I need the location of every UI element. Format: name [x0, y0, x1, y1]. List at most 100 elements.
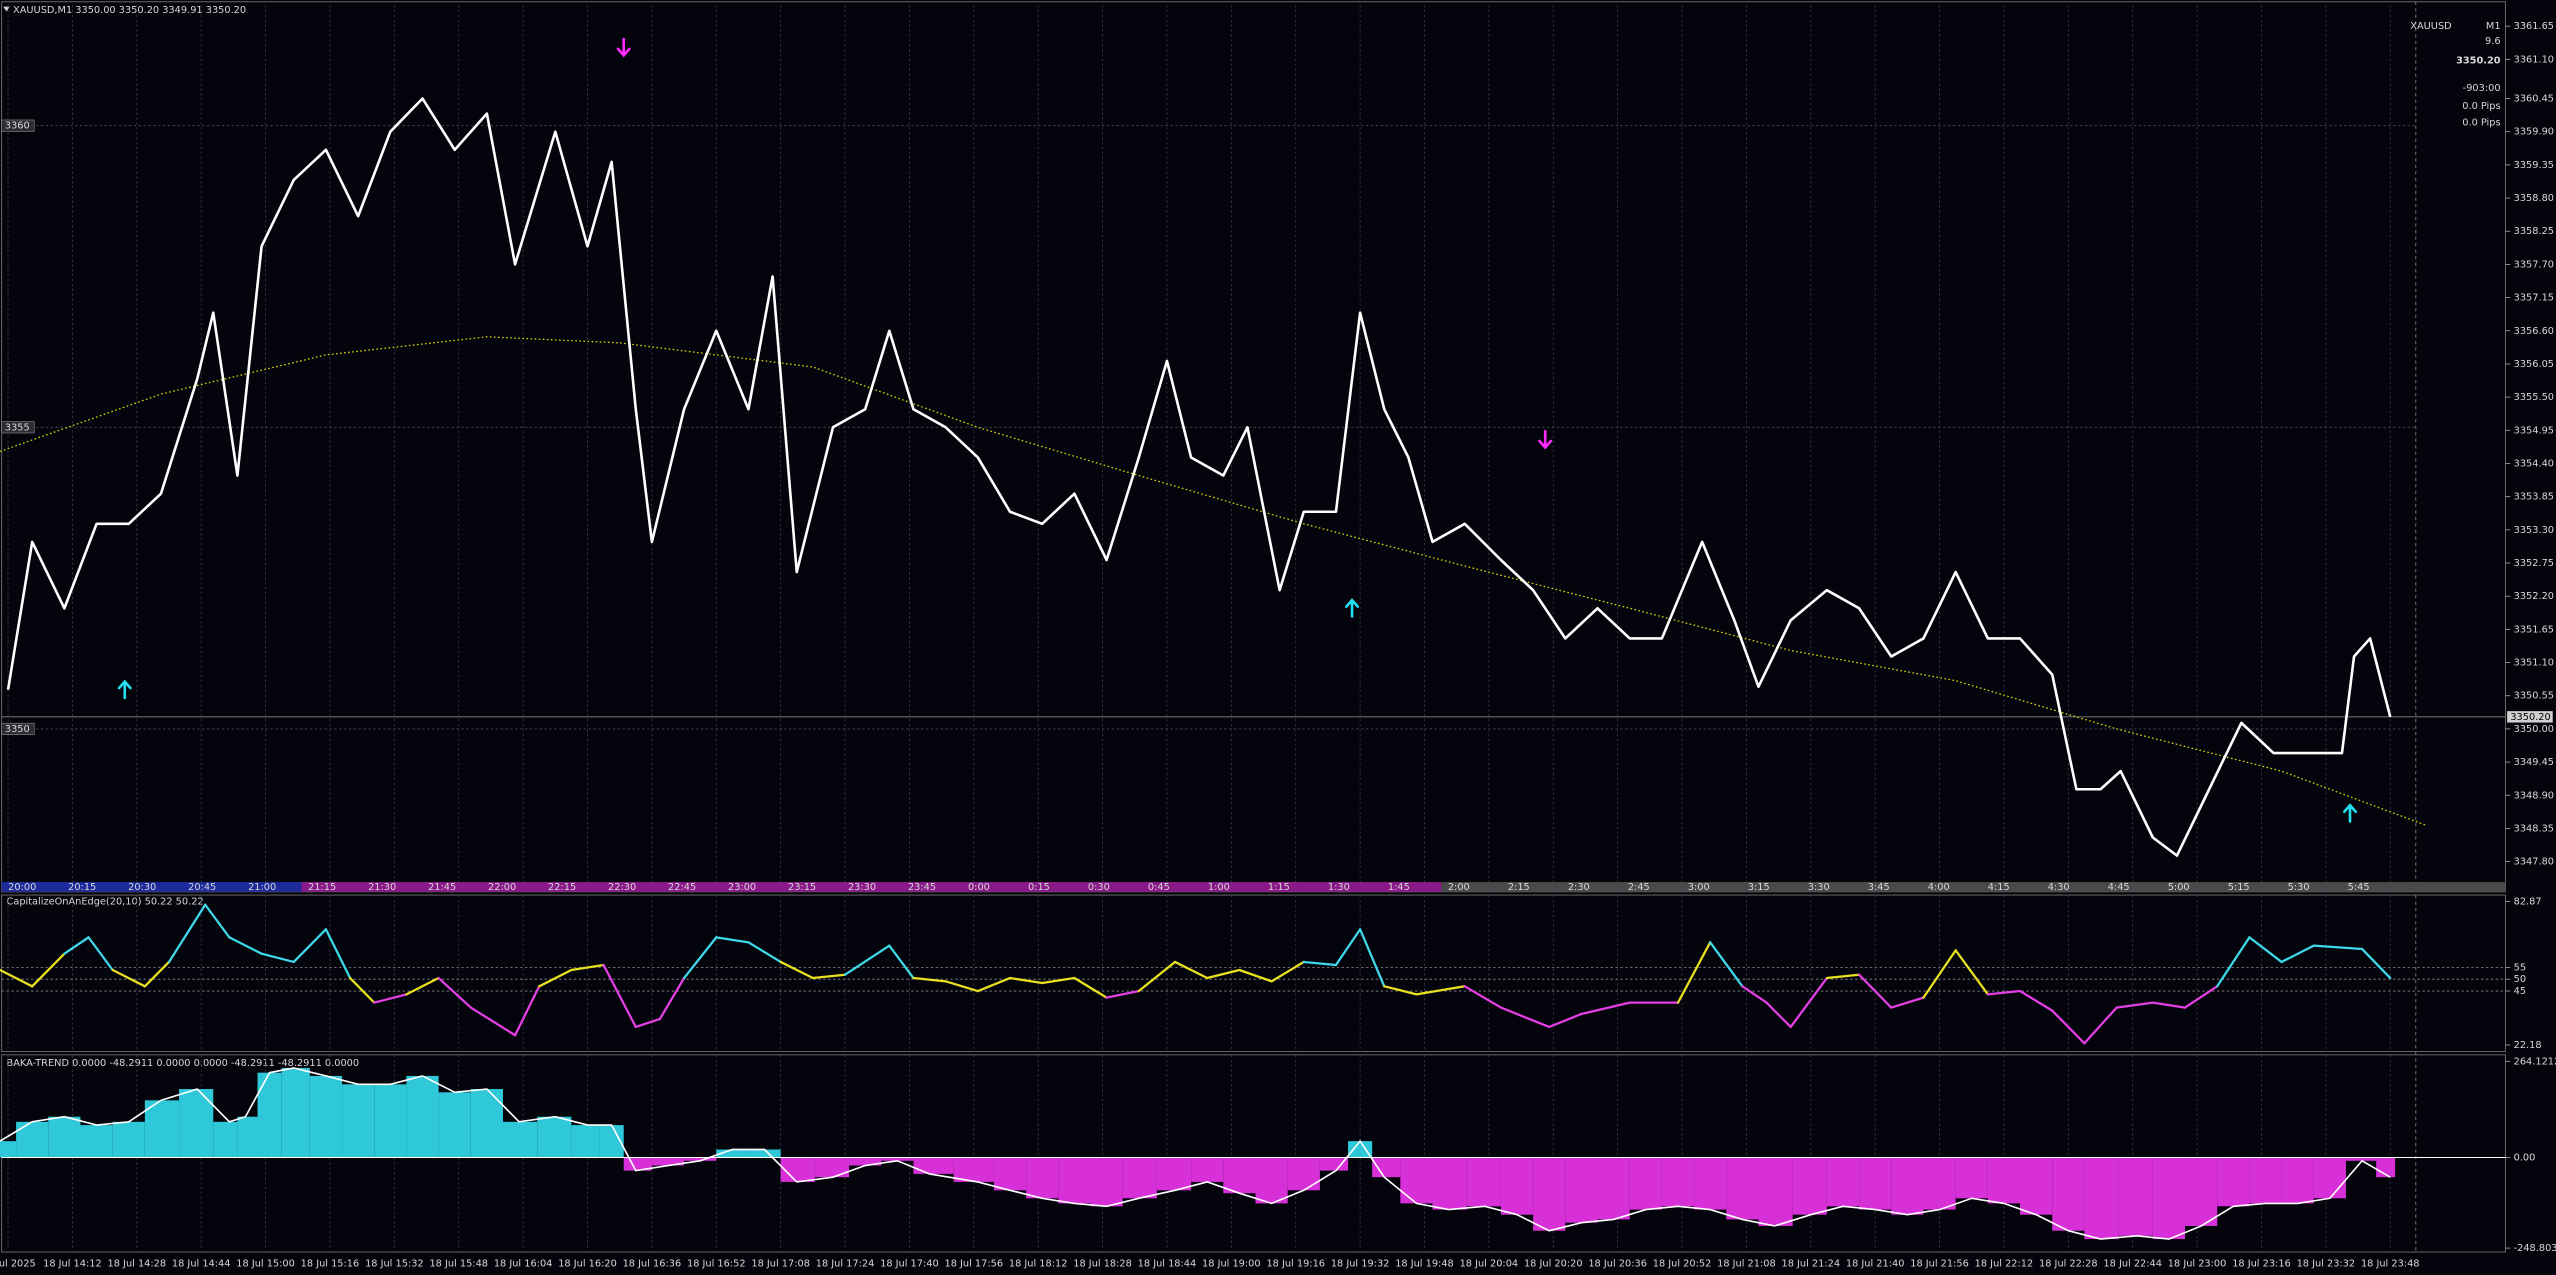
session-label: 0:00	[968, 882, 990, 893]
oscillator-segment	[538, 968, 573, 988]
session-label: 0:30	[1088, 882, 1110, 893]
current-price-box	[2507, 711, 2553, 723]
y-tick-label: 22.18	[2514, 1040, 2542, 1051]
histogram-bar	[1348, 1141, 1373, 1158]
y-tick-label: 3348.35	[2514, 823, 2554, 834]
oscillator-segment	[292, 928, 328, 964]
histogram-bar	[213, 1121, 238, 1158]
histogram-bar	[1629, 1157, 1662, 1210]
histogram-bar	[1859, 1157, 1892, 1210]
x-tick-label: 18 Jul 19:48	[1395, 1258, 1454, 1269]
session-label: 22:15	[548, 882, 576, 893]
oscillator-segment	[2018, 989, 2054, 1012]
histogram-bar	[2084, 1157, 2119, 1240]
y-tick-label: 82.87	[2514, 897, 2542, 908]
y-tick-label: 3354.40	[2514, 458, 2554, 469]
oscillator-segment	[976, 976, 1012, 993]
histogram-bar	[438, 1092, 471, 1158]
oscillator-segment	[1302, 960, 1338, 967]
x-tick-label: 18 Jul 16:52	[687, 1258, 746, 1269]
histogram-bar	[2185, 1157, 2218, 1226]
y-tick-label: 3361.10	[2514, 54, 2554, 65]
trend-title: BAKA-TREND 0.0000 -48.2911 0.0000 0.0000…	[7, 1058, 360, 1069]
x-tick-label: 18 Jul 18:28	[1073, 1258, 1132, 1269]
oscillator-segment	[87, 936, 114, 972]
x-tick-label: 18 Jul 17:56	[945, 1258, 1004, 1269]
histogram-bar	[1156, 1157, 1192, 1191]
oscillator-segment	[944, 980, 979, 993]
histogram-bar	[814, 1157, 850, 1178]
oscillator-segment	[1383, 985, 1418, 996]
session-label: 23:15	[788, 882, 816, 893]
oscillator-segment	[715, 936, 750, 944]
oscillator-segment	[1676, 941, 1712, 1004]
signal-arrow	[117, 679, 132, 700]
oscillator-segment	[2083, 1006, 2118, 1045]
histogram-bar	[1565, 1157, 1598, 1223]
y-tick-label: -248.8032	[2514, 1243, 2556, 1254]
session-label: 1:45	[1388, 882, 1410, 893]
oscillator-segment	[682, 936, 718, 980]
x-tick-label: 18 Jul 21:08	[1717, 1258, 1776, 1269]
histogram-bar	[281, 1067, 310, 1158]
grid-label: 3360	[5, 121, 30, 132]
session-label: 3:15	[1748, 882, 1770, 893]
session-label: 20:00	[8, 882, 36, 893]
bid-price: 3350.20	[2456, 55, 2501, 66]
histogram-bar	[0, 1141, 17, 1158]
signal-arrow	[1345, 598, 1360, 618]
session-label: 4:00	[1928, 882, 1950, 893]
histogram-bar	[112, 1121, 145, 1158]
session-label: 20:30	[128, 882, 156, 893]
histogram-bar	[1466, 1157, 1501, 1207]
histogram-bar	[1694, 1157, 1727, 1210]
histogram-bar	[309, 1075, 343, 1158]
session-label: 2:00	[1448, 882, 1470, 893]
oscillator-segment	[1415, 985, 1466, 996]
session-label: 4:30	[2048, 882, 2070, 893]
histogram-bar	[1191, 1157, 1224, 1182]
session-label: 2:30	[1568, 882, 1590, 893]
x-tick-label: 18 Jul 14:12	[43, 1258, 102, 1269]
x-tick-label: 18 Jul 17:40	[880, 1258, 939, 1269]
x-tick-label: 18 Jul 15:16	[301, 1258, 360, 1269]
histogram-bar	[1597, 1157, 1630, 1220]
session-label: 3:45	[1868, 882, 1890, 893]
y-tick-label: 55	[2514, 962, 2526, 973]
histogram-bar	[16, 1121, 49, 1158]
oscillator-segment	[1548, 1012, 1583, 1029]
oscillator-segment	[1890, 996, 1925, 1009]
x-tick-label: 18 Jul 20:20	[1524, 1258, 1583, 1269]
oscillator-segment	[1105, 989, 1140, 999]
session-label: 1:30	[1328, 882, 1350, 893]
session-label: 4:45	[2108, 882, 2130, 893]
oscillator-segment	[888, 944, 915, 980]
histogram-bar	[374, 1084, 407, 1158]
session-label: 22:00	[488, 882, 516, 893]
oscillator-segment	[843, 944, 891, 976]
oscillator-segment	[1741, 985, 1768, 1004]
y-tick-label: 264.1212	[2514, 1056, 2556, 1067]
oscillator-segment	[1789, 976, 1829, 1029]
x-tick-label: 18 Jul 21:56	[1910, 1258, 1969, 1269]
oscillator-segment	[2312, 944, 2364, 951]
session-label: 2:15	[1508, 882, 1530, 893]
histogram-bar	[1987, 1157, 2021, 1204]
x-tick-label: 18 Jul 16:36	[623, 1258, 682, 1269]
histogram-bar	[2313, 1157, 2346, 1199]
histogram-bar	[1792, 1157, 1827, 1215]
session-label: 0:45	[1148, 882, 1170, 893]
y-tick-label: 3352.20	[2514, 591, 2554, 602]
oscillator-segment	[228, 936, 263, 955]
histogram-bar	[913, 1157, 954, 1174]
histogram-bar	[1758, 1157, 1793, 1226]
histogram-bar	[1026, 1157, 1059, 1199]
y-tick-label: 3360.45	[2514, 94, 2554, 105]
y-tick-label: 3353.30	[2514, 525, 2554, 536]
histogram-bar	[1726, 1157, 1759, 1220]
grid-label: 3350	[5, 724, 30, 735]
oscillator-segment	[1499, 1006, 1551, 1029]
x-tick-label: 18 Jul 14:28	[108, 1258, 167, 1269]
histogram-bar	[1923, 1157, 1956, 1210]
oscillator-segment	[634, 1017, 662, 1029]
